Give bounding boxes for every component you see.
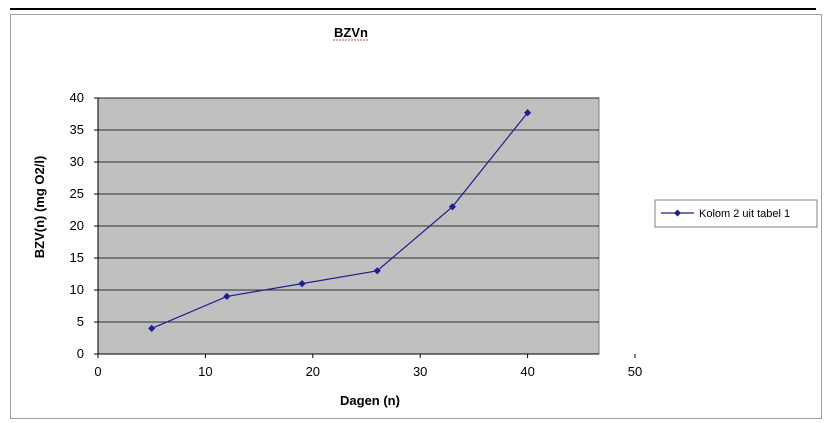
x-tick-label: 0 (94, 364, 101, 379)
chart-frame: BZVn 0 5 10 15 20 25 30 35 40 0 10 20 30 40 50 Dagen (… (10, 14, 822, 419)
data-point (148, 324, 156, 332)
data-point (373, 267, 381, 275)
x-tick-label: 20 (306, 364, 320, 379)
y-tick-label: 25 (70, 186, 84, 201)
x-tick-label: 40 (520, 364, 534, 379)
legend-marker (674, 209, 681, 217)
x-axis-label: Dagen (n) (340, 393, 400, 408)
x-tick-label: 50 (628, 364, 642, 379)
data-point (524, 109, 532, 117)
x-tick-label: 30 (413, 364, 427, 379)
y-tick-label: 10 (70, 282, 84, 297)
data-point (223, 292, 231, 300)
top-rule (10, 8, 816, 10)
data-point (298, 280, 306, 288)
y-tick-label: 5 (77, 314, 84, 329)
y-axis-label: BZV(n) (mg O2/l) (32, 156, 47, 259)
y-tick-label: 0 (77, 346, 84, 361)
chart-title: BZVn (334, 25, 368, 40)
y-tick-label: 30 (70, 154, 84, 169)
y-tick-label: 35 (70, 122, 84, 137)
legend: Kolom 2 uit tabel 1 (654, 199, 818, 228)
y-tick-label: 15 (70, 250, 84, 265)
legend-label: Kolom 2 uit tabel 1 (699, 208, 790, 220)
x-tick-label: 10 (198, 364, 212, 379)
y-tick-label: 20 (70, 218, 84, 233)
plot-area: 0 5 10 15 20 25 30 35 40 0 10 20 30 40 50 (70, 90, 643, 379)
y-tick-label: 40 (70, 90, 84, 105)
chart-svg: BZVn 0 5 10 15 20 25 30 35 40 0 10 20 30 40 50 Dagen (… (32, 25, 818, 408)
data-point (448, 203, 457, 211)
series-line (151, 112, 529, 329)
